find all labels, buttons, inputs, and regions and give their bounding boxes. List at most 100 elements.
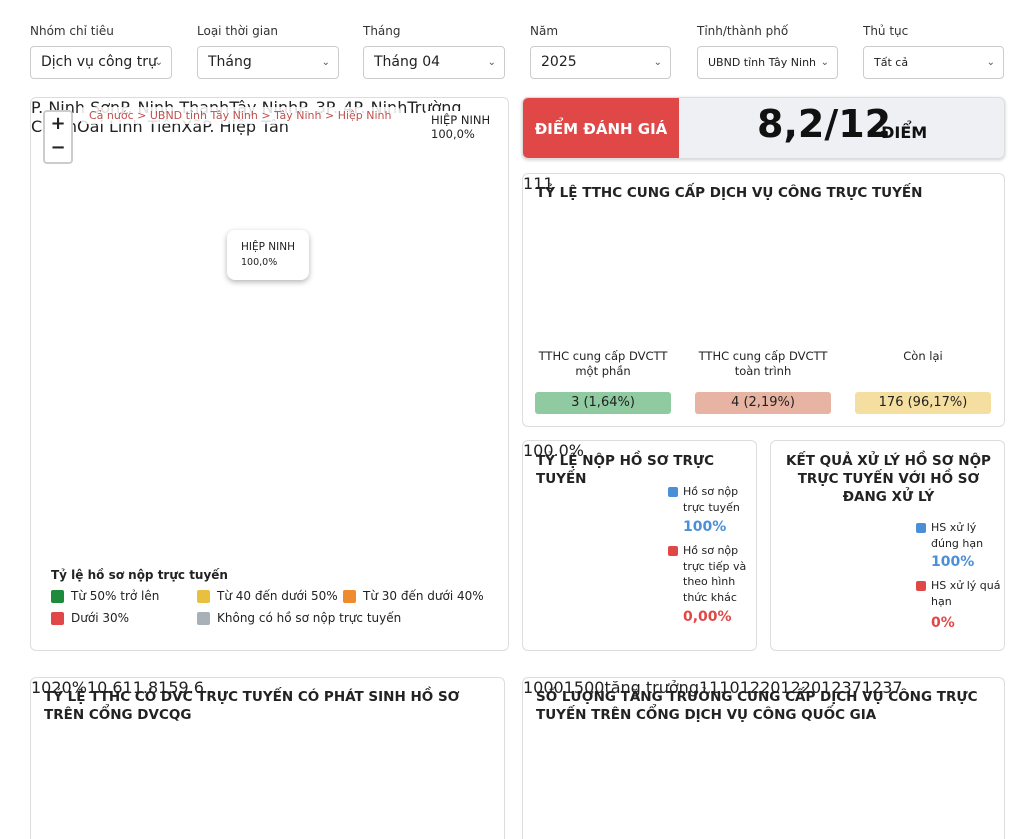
legend-swatch bbox=[668, 546, 678, 556]
bar-label: 1220 bbox=[780, 678, 822, 697]
bar-label: 1237 bbox=[821, 678, 862, 697]
legend-label: Hồ sơ nộp trực tiếp và theo hình thức kh… bbox=[683, 544, 747, 604]
y-axis-label: % bbox=[71, 678, 87, 697]
legend-swatch bbox=[197, 612, 210, 625]
select-caret: ⌄ bbox=[986, 57, 995, 68]
filter-select[interactable]: UBND tỉnh Tây Ninh ⌄ bbox=[697, 46, 838, 79]
select-caret: ⌄ bbox=[820, 57, 829, 68]
chart-title: SỐ LƯỢNG TĂNG TRƯỞNG CUNG CẤP DỊCH VỤ CÔ… bbox=[536, 689, 978, 723]
donut-svg: 100.0% bbox=[523, 441, 584, 460]
filter-label: Nhóm chỉ tiêu bbox=[30, 24, 114, 38]
y-tick-label: 1000 bbox=[523, 678, 564, 697]
gauge-max: 1 bbox=[533, 174, 544, 193]
y-tick-label: 1500 bbox=[563, 678, 605, 697]
legend-label: HS xử lý quá hạn bbox=[931, 579, 1001, 608]
chart-panel: SỐ LƯỢNG TĂNG TRƯỞNG CUNG CẤP DỊCH VỤ CÔ… bbox=[522, 677, 1005, 839]
legend-value: 0% bbox=[931, 615, 955, 631]
legend-swatch bbox=[51, 612, 64, 625]
filter-label: Tỉnh/thành phố bbox=[697, 24, 789, 38]
gauge-value: 176 (96,17%) bbox=[855, 392, 991, 414]
gauge-label: TTHC cung cấp DVCTT toàn trình bbox=[698, 349, 828, 378]
select-value: 2025 bbox=[541, 54, 577, 70]
popup-name: HIỆP NINH bbox=[241, 241, 295, 253]
legend-label: Từ 30 đến dưới 40% bbox=[363, 589, 484, 603]
zoom-control[interactable]: + − bbox=[43, 110, 73, 164]
filter-label: Tháng bbox=[363, 24, 401, 38]
panel-title: KẾT QUẢ XỬ LÝ HỒ SƠ NỘP TRỰC TUYẾN VỚI H… bbox=[786, 453, 991, 505]
bar-label: 15 bbox=[158, 678, 179, 697]
legend-swatch bbox=[343, 590, 356, 603]
legend-label: Không có hồ sơ nộp trực tuyến bbox=[217, 611, 402, 625]
y-tick-label: 10 bbox=[31, 678, 52, 697]
legend-label: Hồ sơ nộp trực tuyến bbox=[683, 485, 740, 514]
selected-value: 100,0% bbox=[431, 127, 475, 141]
filter-select[interactable]: Dịch vụ công trự ⌄ bbox=[30, 46, 172, 79]
legend-label: Từ 40 đến dưới 50% bbox=[217, 589, 338, 603]
chart-panel: TỶ LỆ TTHC CÓ DVC TRỰC TUYẾN CÓ PHÁT SIN… bbox=[30, 677, 505, 839]
gauge-max: 1 bbox=[523, 174, 534, 193]
donut-panel: TỶ LỆ NỘP HỒ SƠ TRỰC TUYẾN 100.0% Hồ sơ n… bbox=[522, 440, 757, 651]
bar-label: 1110 bbox=[698, 678, 740, 697]
gauge-label: Còn lại bbox=[903, 349, 943, 363]
donut-panel: KẾT QUẢ XỬ LÝ HỒ SƠ NỘP TRỰC TUYẾN VỚI H… bbox=[770, 440, 1005, 651]
select-caret: ⌄ bbox=[653, 57, 662, 68]
select-caret: ⌄ bbox=[321, 57, 330, 68]
legend-label: HS xử lý đúng hạn bbox=[931, 521, 984, 550]
chart-svg: 1020%10.611.8159.6 bbox=[31, 678, 204, 697]
bar-label: 11.8 bbox=[122, 678, 159, 697]
popup: HIỆP NINH 100,0% bbox=[227, 230, 309, 280]
filter-select[interactable]: Tháng ⌄ bbox=[197, 46, 339, 79]
legend-value: 100% bbox=[683, 519, 727, 535]
chart-svg: 10001500tăng trưởng11101220122012371237 bbox=[523, 678, 903, 697]
select-value: Tháng 04 bbox=[374, 54, 441, 70]
gauge-value: 4 (2,19%) bbox=[695, 392, 831, 414]
filter-select[interactable]: 2025 ⌄ bbox=[530, 46, 671, 79]
select-value: UBND tỉnh Tây Ninh bbox=[708, 56, 817, 69]
score-unit: ĐIỂM bbox=[881, 123, 928, 142]
select-caret: ⌄ bbox=[154, 57, 163, 68]
breadcrumb: Cả nước > UBND tỉnh Tây Ninh > Tây Ninh … bbox=[81, 107, 400, 124]
selected-box: HIỆP NINH 100,0% bbox=[425, 111, 497, 143]
legend-swatch bbox=[197, 590, 210, 603]
bar-label: 10.6 bbox=[86, 678, 123, 697]
bar-label: 1237 bbox=[861, 678, 903, 697]
popup-value: 100,0% bbox=[241, 257, 278, 268]
filter-label: Năm bbox=[530, 24, 559, 38]
legend-swatch bbox=[916, 523, 926, 533]
bar-label: 1220 bbox=[739, 678, 781, 697]
legend-swatch bbox=[51, 590, 64, 603]
selected-name: HIỆP NINH bbox=[431, 113, 491, 127]
legend-swatch bbox=[668, 487, 678, 497]
legend-swatch bbox=[916, 581, 926, 591]
gauge-max: 1 bbox=[543, 174, 554, 193]
filter-label: Loại thời gian bbox=[197, 24, 279, 38]
select-value: Tất cả bbox=[874, 56, 909, 69]
score-value: 8,2/12 bbox=[757, 102, 892, 146]
gauge-label: TTHC cung cấp DVCTT một phần bbox=[538, 349, 668, 378]
gauge-panel: TỶ LỆ TTHC CUNG CẤP DỊCH VỤ CÔNG TRỰC TU… bbox=[522, 173, 1005, 427]
y-tick-label: 20 bbox=[51, 678, 72, 697]
legend-title: Tỷ lệ hồ sơ nộp trực tuyến bbox=[51, 568, 228, 582]
filter-select[interactable]: Tháng 04 ⌄ bbox=[363, 46, 505, 79]
select-caret: ⌄ bbox=[487, 57, 496, 68]
legend-value: 100% bbox=[931, 554, 975, 570]
map-panel: P. Ninh SơnP. Ninh ThạnhTây NinhP. 3P. 4… bbox=[30, 97, 509, 651]
legend-value: 0,00% bbox=[683, 609, 732, 625]
select-value: Dịch vụ công trự bbox=[41, 54, 157, 70]
filter-select[interactable]: Tất cả ⌄ bbox=[863, 46, 1004, 79]
select-value: Tháng bbox=[208, 54, 252, 70]
filter-label: Thủ tục bbox=[863, 24, 909, 38]
donut-center: 100.0% bbox=[523, 441, 585, 460]
map-legend: Tỷ lệ hồ sơ nộp trực tuyến Từ 50% trở lên… bbox=[43, 564, 497, 638]
y-axis-label: tăng trưởng bbox=[604, 678, 699, 697]
gauges-svg: 111 bbox=[523, 174, 554, 193]
legend-label: Dưới 30% bbox=[71, 611, 130, 625]
bar-label: 9.6 bbox=[178, 678, 204, 697]
chart-title: TỶ LỆ TTHC CÓ DVC TRỰC TUYẾN CÓ PHÁT SIN… bbox=[44, 689, 460, 723]
score-label: ĐIỂM ĐÁNH GIÁ bbox=[523, 98, 679, 158]
score-card: ĐIỂM ĐÁNH GIÁ 8,2/12 ĐIỂM bbox=[522, 97, 1005, 159]
panel-title: TỶ LỆ TTHC CUNG CẤP DỊCH VỤ CÔNG TRỰC TU… bbox=[536, 185, 923, 201]
legend-label: Từ 50% trở lên bbox=[71, 589, 160, 603]
panel-title: TỶ LỆ NỘP HỒ SƠ TRỰC TUYẾN bbox=[536, 453, 715, 487]
